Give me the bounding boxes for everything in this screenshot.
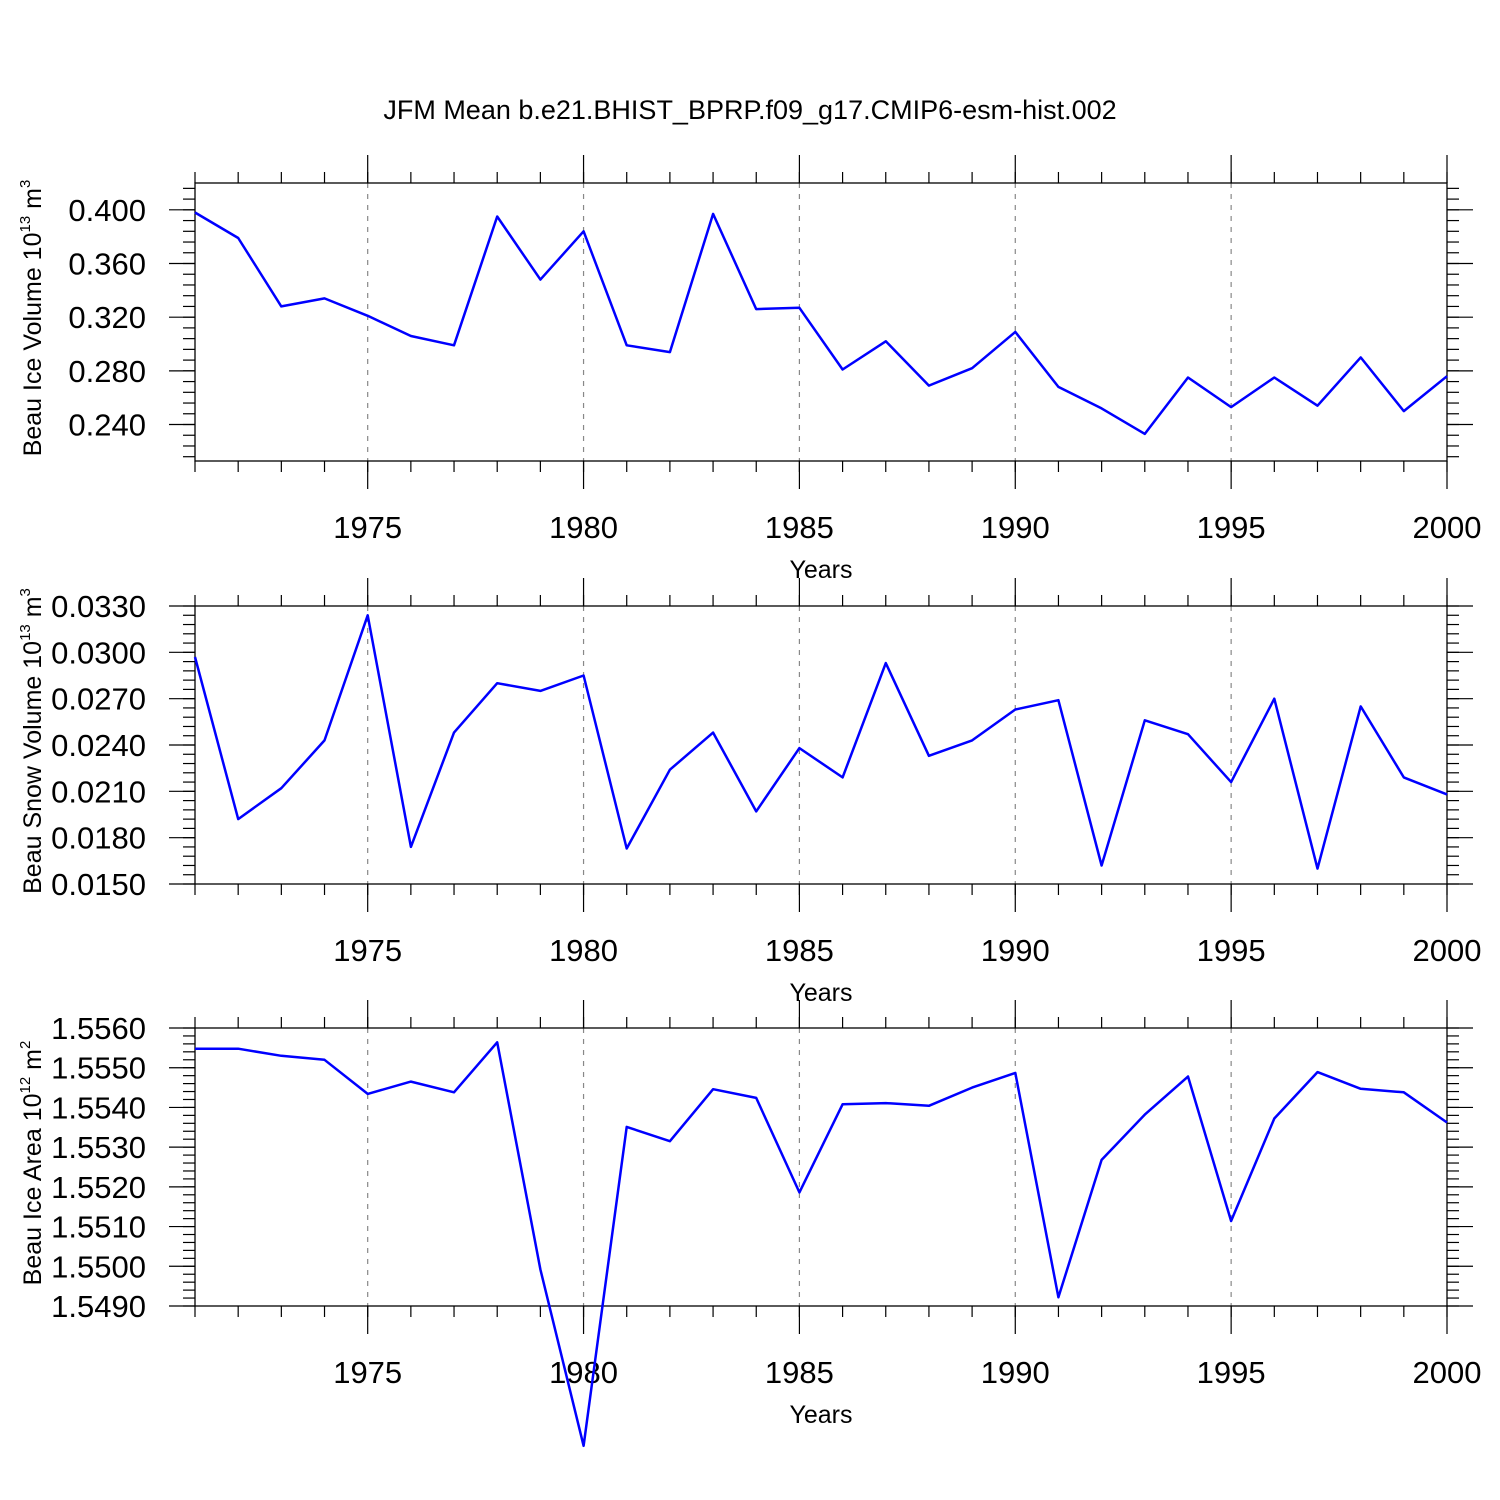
x-tick-label: 1980 [549,510,618,545]
x-tick-label: 1985 [765,510,834,545]
y-tick-label: 0.0180 [51,821,146,856]
x-tick-label: 1990 [981,510,1050,545]
y-tick-label: 1.5530 [51,1130,146,1165]
panel-2: 0.0150 0.0180 0.0210 0.0240 0.0270 0.0300 0.03… [17,578,1481,1007]
x-tick-label: 2000 [1413,1355,1482,1390]
y-axis-title-text: Beau Ice Volume 10 [19,233,47,457]
y-tick-label: 1.5510 [51,1210,146,1245]
panel-1: 0.240 0.280 0.320 0.360 0.400 1975 1980 1985 199… [17,155,1481,584]
x-tick-label: 1980 [549,933,618,968]
y-axis-title-exponent: 13 [17,216,34,233]
y-tick-label: 0.0240 [51,728,146,763]
y-tick-label: 0.240 [68,408,146,443]
x-tick-label: 2000 [1413,510,1482,545]
plot-frame [194,182,1448,462]
y-tick-label: 1.5520 [51,1170,146,1205]
y-tick-label: 0.0330 [51,589,146,624]
plot-frame [194,1027,1448,1307]
x-tick-label: 1995 [1197,1355,1266,1390]
y-tick-label: 1.5490 [51,1289,146,1324]
y-axis-title-text: Beau Snow Volume 10 [19,641,47,894]
y-tick-label: 0.0210 [51,774,146,809]
y-axis-title-unit: m [19,596,47,624]
x-tick-label: 1990 [981,1355,1050,1390]
y-tick-label: 0.0270 [51,682,146,717]
panel-3: 1.5490 1.5500 1.5510 1.5520 1.5530 1.5540 1.55… [17,1000,1482,1448]
y-axis-title: Beau Ice Volume 1013 m3 [17,180,47,457]
x-tick-label: 1980 [549,1355,618,1390]
y-axis-title-unit-exponent: 3 [17,180,34,188]
y-axis-title-text: Beau Ice Area 10 [19,1094,47,1286]
series-line [195,1041,1448,1448]
figure-title: JFM Mean b.e21.BHIST_BPRP.f09_g17.CMIP6-… [383,95,1116,125]
x-tick-label: 1975 [333,510,402,545]
series-line [194,211,1448,436]
y-tick-label: 1.5560 [51,1011,146,1046]
y-axis-title-unit: m [19,1049,47,1077]
y-tick-label: 0.280 [68,354,146,389]
x-tick-label: 1990 [981,933,1050,968]
y-axis-title-unit-exponent: 2 [17,1041,34,1049]
x-tick-label: 1975 [333,1355,402,1390]
y-tick-label: 0.360 [68,247,146,282]
y-axis-title-exponent: 12 [17,1077,34,1094]
x-tick-label: 1985 [765,933,834,968]
y-tick-label: 0.0150 [51,867,146,902]
series-line [193,614,1448,870]
y-axis-title: Beau Ice Area 1012 m2 [17,1041,47,1286]
panels: 0.240 0.280 0.320 0.360 0.400 1975 1980 1985 199… [17,155,1482,1448]
x-axis-title: Years [789,1401,852,1429]
x-tick-label: 1995 [1197,510,1266,545]
y-tick-label: 1.5550 [51,1051,146,1086]
x-tick-label: 2000 [1413,933,1482,968]
x-tick-label: 1995 [1197,933,1266,968]
y-axis-title-unit: m [19,188,47,216]
y-axis-title-unit-exponent: 3 [17,588,34,596]
y-tick-label: 1.5500 [51,1249,146,1284]
y-tick-label: 1.5540 [51,1090,146,1125]
y-axis-title-exponent: 13 [17,624,34,641]
y-tick-label: 0.0300 [51,635,146,670]
plot-frame [194,605,1448,885]
y-axis-title: Beau Snow Volume 1013 m3 [17,588,47,894]
x-tick-label: 1985 [765,1355,834,1390]
x-tick-label: 1975 [333,933,402,968]
y-tick-label: 0.400 [68,193,146,228]
y-tick-label: 0.320 [68,300,146,335]
